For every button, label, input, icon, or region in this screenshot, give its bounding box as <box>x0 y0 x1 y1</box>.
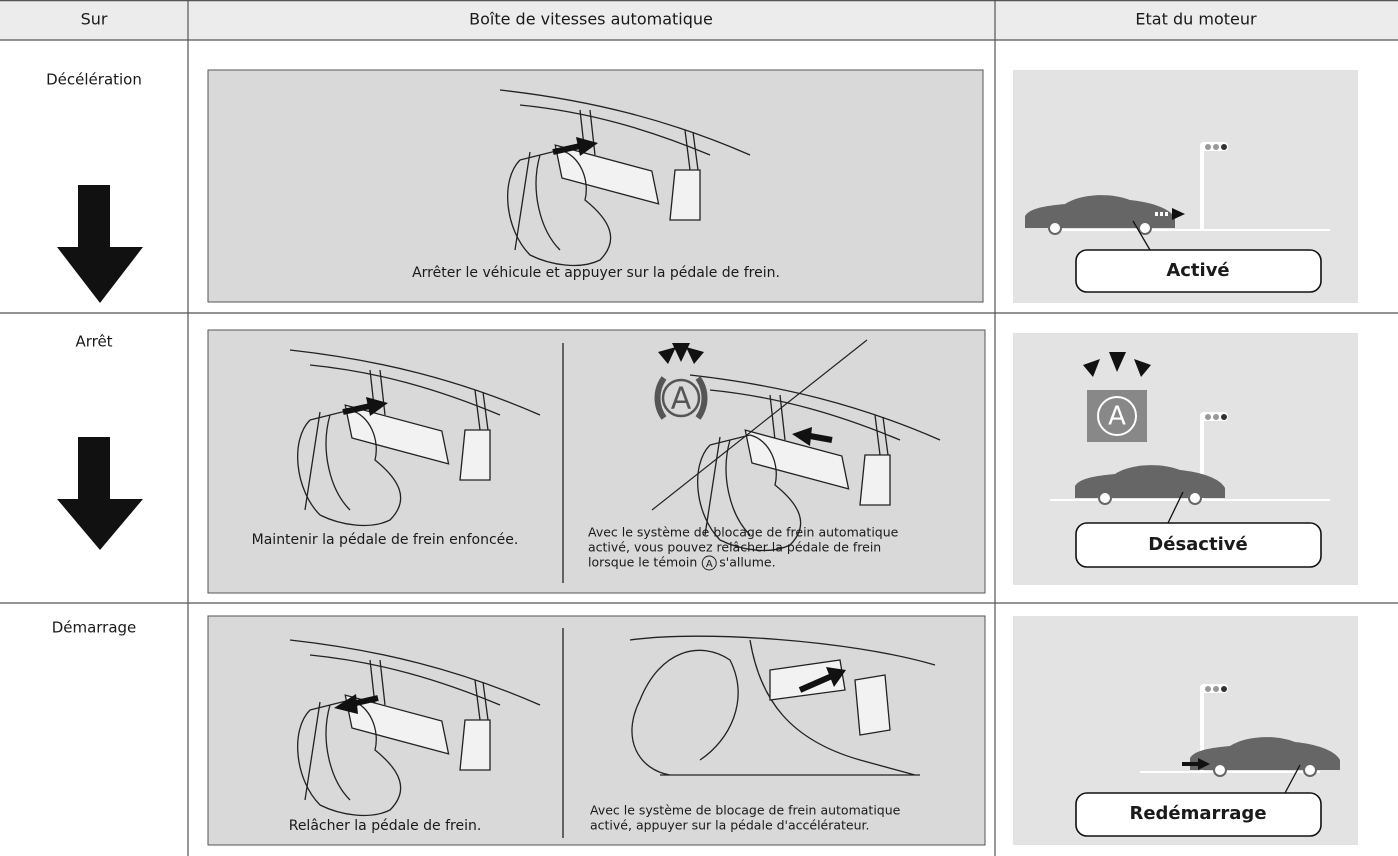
caption: Maintenir la pédale de frein enfoncée. <box>252 532 519 548</box>
state-panels <box>1013 70 1358 845</box>
engine-state: Redémarrage <box>1129 803 1266 824</box>
caption: s'allume. <box>719 555 775 570</box>
pedal-illustrations <box>289 89 941 838</box>
column-header: Boîte de vitesses automatique <box>469 10 713 29</box>
engine-state: Activé <box>1166 260 1229 281</box>
caption: Avec le système de blocage de frein auto… <box>588 525 899 540</box>
stage-label: Décélération <box>46 71 142 89</box>
caption: Arrêter le véhicule et appuyer sur la pé… <box>412 265 780 281</box>
caption: Avec le système de blocage de frein auto… <box>590 803 901 818</box>
caption: activé, appuyer sur la pédale d'accéléra… <box>590 818 870 833</box>
indicator-icon <box>701 555 717 571</box>
engine-state: Désactivé <box>1148 534 1247 555</box>
indicator-symbol: A <box>706 559 713 570</box>
stage-label: Arrêt <box>75 333 112 351</box>
stage-label: Démarrage <box>52 619 137 637</box>
caption: lorsque le témoin <box>588 555 697 570</box>
column-header: Sur <box>81 10 108 29</box>
caption: activé, vous pouvez relâcher la pédale d… <box>588 540 881 555</box>
illustration-panels <box>207 69 986 846</box>
indicator-symbol: A <box>1108 402 1126 432</box>
engine-state-illustrations <box>1024 140 1341 837</box>
caption: Relâcher la pédale de frein. <box>289 818 482 834</box>
indicator-symbol: A <box>671 382 692 417</box>
stage-arrow <box>57 185 143 550</box>
column-header: Etat du moteur <box>1135 10 1257 29</box>
header-background <box>0 0 1398 40</box>
